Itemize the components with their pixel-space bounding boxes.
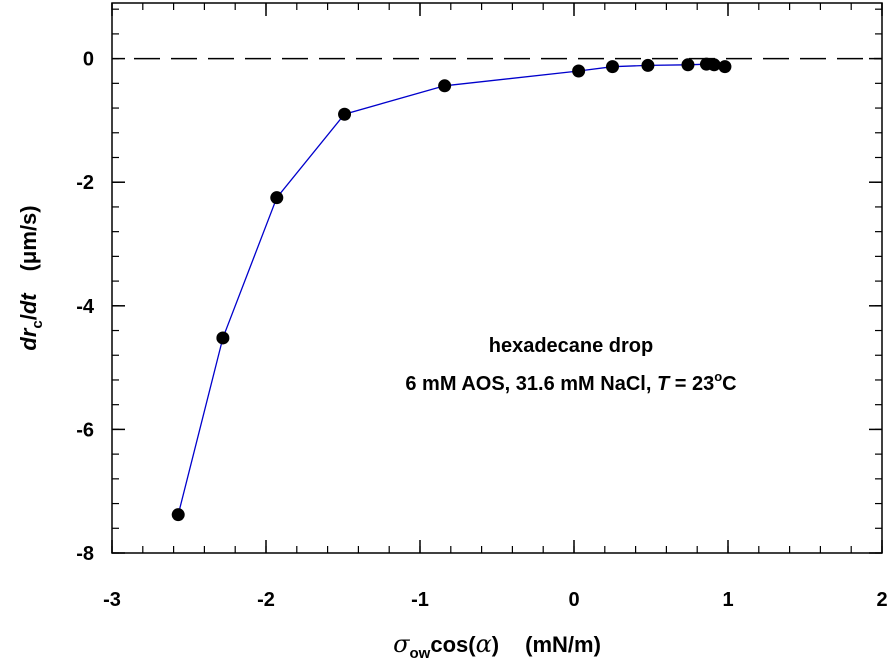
y-axis-subscript: c	[29, 320, 46, 328]
y-tick-label: -4	[76, 296, 95, 318]
x-axis-alpha: α	[476, 630, 492, 658]
data-point	[641, 58, 655, 72]
y-tick-label: -2	[76, 172, 94, 194]
data-point	[707, 58, 721, 72]
y-axis-title: drc/dt (μm/s)	[16, 205, 46, 350]
x-axis-units: (mN/m)	[525, 632, 601, 657]
y-axis-slash: /	[16, 314, 41, 320]
x-tick-label: 2	[876, 589, 887, 611]
y-tick-label: -6	[76, 419, 94, 441]
annotation-unit: C	[722, 373, 736, 395]
y-axis-dt: dt	[16, 292, 41, 314]
x-axis-func: cos(	[430, 632, 476, 657]
y-axis-units: (μm/s)	[16, 205, 41, 271]
x-axis-title: σowcos(α) (mN/m)	[393, 630, 601, 662]
annotation-line-2: 6 mM AOS, 31.6 mM NaCl, T = 23oC	[405, 369, 736, 395]
annotation-line-1: hexadecane drop	[489, 335, 654, 357]
x-tick-label: 1	[722, 589, 733, 611]
annotation-degree: o	[714, 369, 722, 384]
annotation-temperature-value: = 23	[669, 373, 714, 395]
x-axis-close: )	[492, 632, 499, 657]
x-tick-label: -2	[257, 589, 275, 611]
x-tick-label: -1	[411, 589, 429, 611]
annotation-conditions: 6 mM AOS, 31.6 mM NaCl,	[405, 373, 657, 395]
minor-ticks	[111, 3, 883, 554]
x-axis-subscript: ow	[409, 645, 430, 662]
y-axis-dr: dr	[16, 327, 41, 350]
series-line	[177, 63, 726, 515]
major-ticks	[111, 3, 883, 554]
data-point	[572, 64, 586, 78]
data-point	[270, 191, 284, 205]
data-point	[606, 60, 619, 74]
data-point	[438, 79, 452, 93]
plot-area	[111, 2, 883, 554]
data-point	[681, 58, 695, 72]
annotation-temperature-symbol: T	[657, 373, 671, 395]
data-point	[171, 508, 185, 522]
y-tick-labels: 0 -2 -4 -6 -8	[76, 49, 95, 565]
data-points	[171, 57, 732, 522]
x-tick-labels: -3 -2 -1 0 1 2	[103, 589, 887, 611]
x-tick-label: -3	[103, 589, 121, 611]
x-axis-sigma: σ	[393, 630, 410, 658]
plot-frame	[111, 2, 883, 554]
x-tick-label: 0	[568, 589, 579, 611]
data-point	[718, 60, 732, 74]
y-tick-label: 0	[83, 49, 94, 71]
y-tick-label: -8	[76, 543, 94, 565]
data-point	[338, 107, 352, 121]
data-point	[216, 331, 230, 345]
